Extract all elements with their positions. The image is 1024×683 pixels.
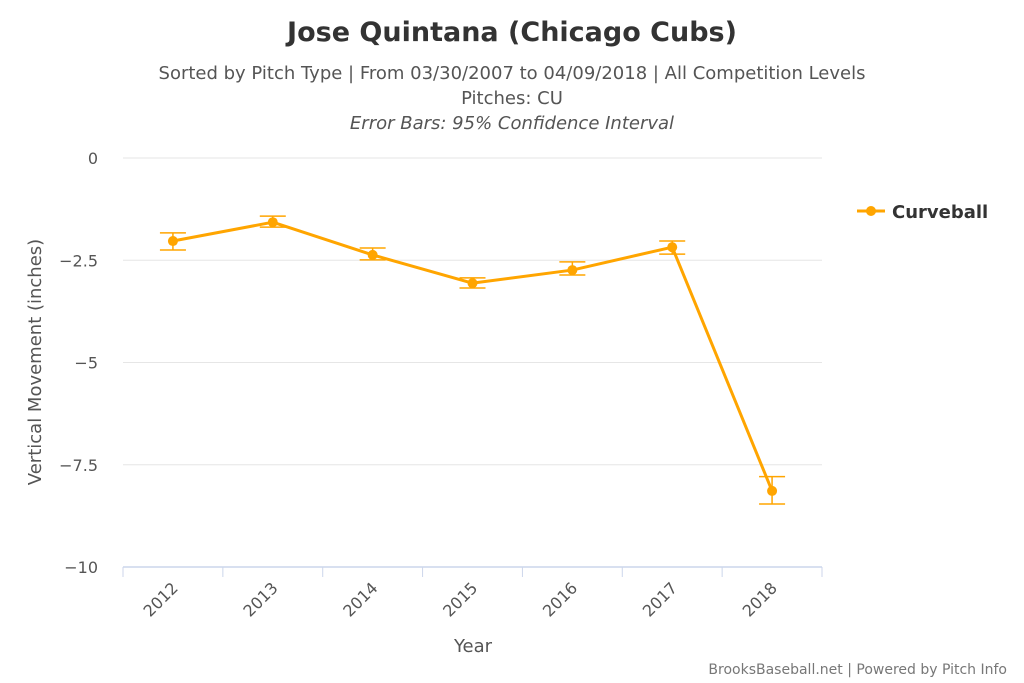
y-axis-ticks: 0 −2.5 −5 −7.5 −10 — [59, 149, 98, 577]
x-tick-label: 2014 — [339, 578, 381, 620]
chart-subtitle: Sorted by Pitch Type | From 03/30/2007 t… — [159, 63, 866, 84]
data-point — [767, 485, 778, 496]
x-tick-label: 2018 — [739, 578, 781, 620]
y-tick-label: 0 — [88, 149, 98, 168]
y-axis-label: Vertical Movement (inches) — [25, 239, 46, 485]
data-point — [467, 278, 478, 289]
x-tick-label: 2012 — [140, 578, 182, 620]
x-axis-label: Year — [453, 636, 493, 657]
data-point — [167, 236, 178, 247]
chart-title: Jose Quintana (Chicago Cubs) — [285, 17, 737, 48]
chart-subtitle-error-bars: Error Bars: 95% Confidence Interval — [350, 113, 674, 134]
credit: BrooksBaseball.net | Powered by Pitch In… — [708, 662, 1007, 678]
y-tick-label: −2.5 — [59, 251, 98, 270]
x-tick-label: 2013 — [239, 578, 281, 620]
legend-marker — [866, 206, 876, 216]
data-point — [367, 249, 378, 260]
y-tick-label: −5 — [74, 354, 98, 373]
data-point — [567, 265, 578, 276]
series-curveball[interactable] — [159, 215, 786, 505]
y-tick-label: −7.5 — [59, 456, 98, 475]
chart-subtitle-pitches: Pitches: CU — [461, 88, 563, 109]
x-tick-label: 2016 — [539, 578, 581, 620]
y-tick-label: −10 — [64, 558, 98, 577]
data-point — [667, 242, 678, 253]
legend[interactable]: Curveball — [857, 202, 988, 223]
data-point — [267, 217, 278, 228]
legend-item-curveball[interactable]: Curveball — [892, 202, 988, 223]
grid-lines — [123, 157, 822, 466]
series-line — [172, 220, 774, 492]
x-tick-label: 2017 — [639, 578, 681, 620]
x-tick-label: 2015 — [439, 578, 481, 620]
x-axis: 2012 2013 2014 2015 2016 2017 2018 — [122, 566, 823, 621]
